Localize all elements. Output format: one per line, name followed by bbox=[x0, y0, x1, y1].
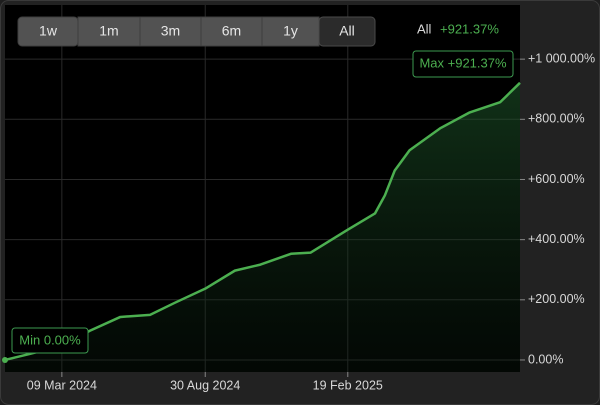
period-button[interactable] bbox=[77, 16, 141, 47]
y-tick-label: +1 000.00% bbox=[528, 51, 595, 65]
period-button-label[interactable]: 6m bbox=[222, 23, 241, 39]
summary-change: +921.37% bbox=[440, 21, 499, 36]
y-tick-label: +400.00% bbox=[528, 232, 585, 246]
period-button-label[interactable]: 3m bbox=[161, 23, 180, 39]
x-tick-label: 30 Aug 2024 bbox=[170, 378, 240, 392]
max-annotation: Max +921.37% bbox=[419, 55, 507, 70]
summary-period: All bbox=[417, 21, 432, 36]
min-annotation-box bbox=[11, 327, 89, 354]
start-point bbox=[2, 356, 8, 363]
y-tick-label: +200.00% bbox=[528, 292, 585, 306]
period-button-label[interactable]: 1w bbox=[39, 23, 58, 39]
min-annotation: Min 0.00% bbox=[19, 332, 81, 347]
period-button[interactable] bbox=[139, 16, 202, 47]
max-annotation-box bbox=[412, 50, 514, 78]
y-tick-label: +600.00% bbox=[528, 172, 585, 186]
period-button-label[interactable]: 1y bbox=[283, 23, 298, 39]
period-button-label[interactable]: All bbox=[339, 23, 355, 39]
period-button-label[interactable]: 1m bbox=[99, 23, 118, 39]
y-tick-label: 0.00% bbox=[528, 352, 563, 366]
x-tick-label: 09 Mar 2024 bbox=[27, 378, 97, 392]
y-tick-label: +800.00% bbox=[528, 112, 585, 126]
area bbox=[5, 82, 520, 372]
period-button[interactable] bbox=[318, 16, 376, 47]
line bbox=[4, 81, 521, 362]
x-tick-label: 19 Feb 2025 bbox=[313, 378, 383, 392]
period-button[interactable] bbox=[200, 16, 263, 47]
